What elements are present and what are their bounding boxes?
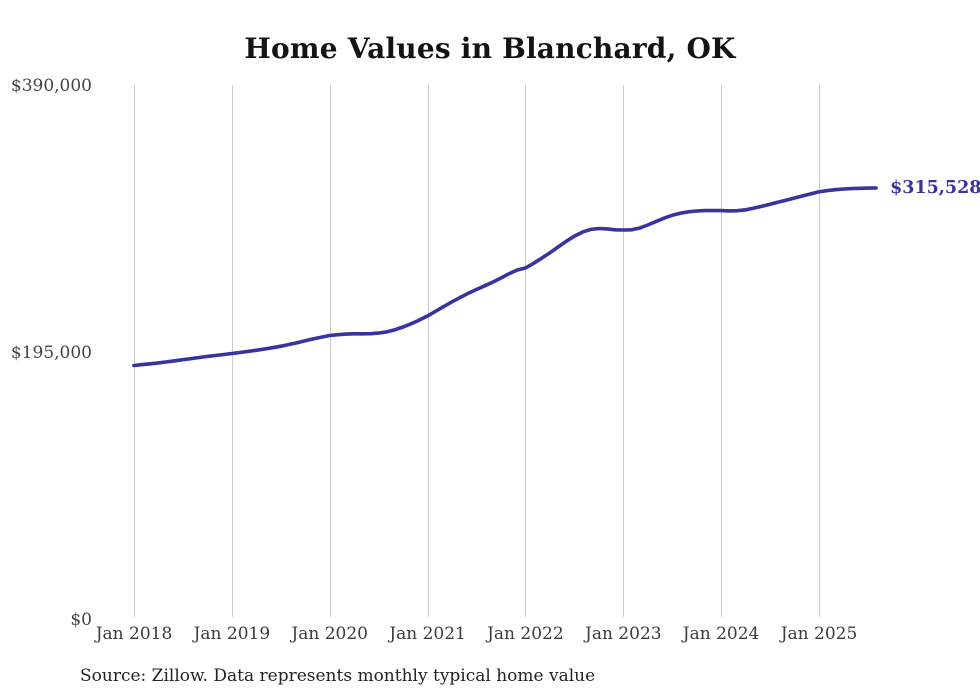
gridline: [427, 85, 429, 617]
home-value-line: [132, 186, 878, 368]
gridline: [721, 85, 723, 617]
x-tick-label: Jan 2021: [389, 624, 466, 644]
gridline: [231, 85, 233, 617]
gridline: [623, 85, 625, 617]
x-tick-label: Jan 2025: [780, 624, 858, 644]
source-note: Source: Zillow. Data represents monthly …: [80, 666, 596, 686]
gridline: [329, 85, 331, 617]
y-tick-label: $390,000: [10, 76, 92, 96]
y-tick-label: $0: [70, 610, 92, 630]
x-tick-label: Jan 2023: [585, 624, 662, 644]
end-value-label: $315,528: [890, 178, 980, 198]
gridline: [134, 85, 135, 617]
x-tick-label: Jan 2024: [682, 624, 760, 644]
x-tick-label: Jan 2018: [95, 624, 173, 644]
x-tick-label: Jan 2020: [291, 624, 368, 644]
y-tick-label: $195,000: [10, 343, 92, 363]
gridline: [525, 85, 527, 617]
x-tick-label: Jan 2019: [193, 624, 271, 644]
x-tick-label: Jan 2022: [487, 624, 564, 644]
gridline: [819, 85, 820, 617]
chart-title: Home Values in Blanchard, OK: [244, 32, 736, 65]
